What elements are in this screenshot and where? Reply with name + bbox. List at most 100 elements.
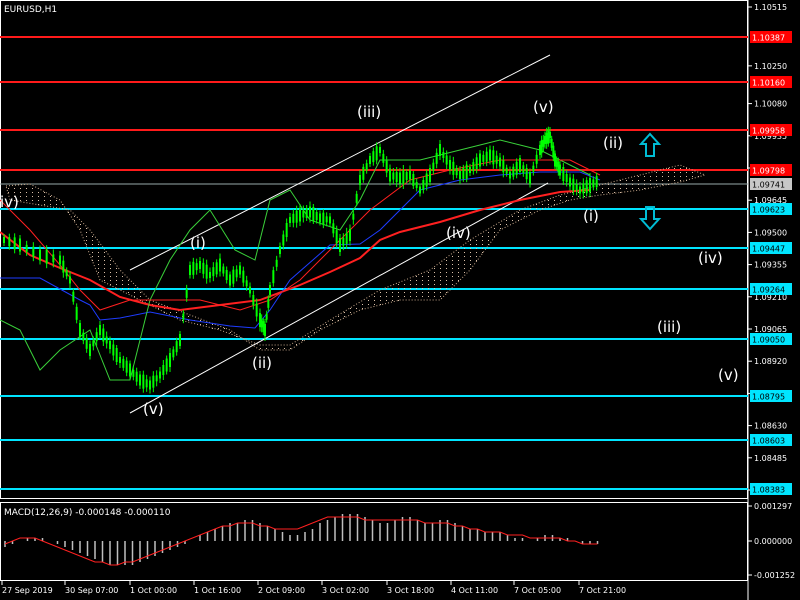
chart-title: EURUSD,H1: [4, 5, 57, 15]
candle-body: [412, 174, 415, 186]
candle-body: [299, 208, 301, 222]
candle-body: [115, 348, 118, 362]
candle-body: [45, 249, 48, 264]
trend-channel[interactable]: [129, 54, 551, 414]
price-tag-box: [750, 31, 792, 43]
time-tick-label: 30 Sep 07:00: [65, 586, 118, 595]
candle-body: [425, 173, 428, 187]
candle-body: [209, 272, 211, 278]
wave-label: (i): [190, 234, 206, 252]
macd-tick-label: 0.001297: [754, 502, 792, 511]
price-tag: 1.09264: [750, 283, 792, 295]
wave-label: (ii): [252, 354, 272, 372]
candle-body: [162, 365, 165, 375]
candle-body: [362, 166, 365, 180]
candle-body: [275, 259, 278, 267]
candle-body: [435, 152, 438, 164]
candle-body: [312, 207, 315, 221]
price-tag-box: [750, 76, 792, 88]
candle-body: [415, 182, 418, 188]
candle-body: [260, 319, 263, 328]
candle-body: [519, 158, 521, 172]
candle-body: [19, 238, 21, 252]
channel-lower-line[interactable]: [129, 182, 549, 414]
candle-body: [142, 374, 145, 389]
ichimoku-cloud: [5, 164, 707, 351]
candle-body: [222, 266, 225, 274]
main-chart-frame: [0, 0, 748, 499]
candle-body: [242, 270, 245, 283]
channel-upper-line[interactable]: [129, 54, 551, 271]
candle-body: [342, 237, 345, 246]
candle-body: [289, 217, 291, 223]
candle-body: [245, 280, 248, 287]
price-tag-label: 1.10387: [752, 34, 785, 43]
horizontal-levels[interactable]: 1.10387 1.10160 1.09958 1.09798 1.09741 1.096…: [0, 31, 792, 495]
time-tick-label: 7 Oct 05:00: [514, 586, 561, 595]
candle-body: [432, 162, 435, 171]
price-tag-label: 1.08603: [752, 437, 785, 446]
candle-body: [79, 323, 81, 337]
candle-body: [172, 349, 175, 358]
moving-average-line: [0, 189, 591, 312]
candle-body: [349, 229, 351, 241]
candle-body: [359, 175, 361, 185]
down-arrow-icon: [638, 206, 662, 231]
price-tag-box: [750, 483, 792, 495]
candle-body: [89, 344, 91, 356]
price-tag: 1.08795: [750, 390, 792, 402]
price-tag-box: [750, 434, 792, 446]
candle-body: [459, 171, 461, 179]
candle-body: [139, 374, 141, 386]
candle-body: [385, 160, 388, 173]
candle-body: [452, 161, 455, 175]
candle-body: [155, 375, 158, 382]
time-tick-label: 3 Oct 18:00: [387, 586, 434, 595]
price-tick-label: 1.09500: [754, 228, 787, 237]
candle-body: [25, 244, 28, 252]
candle-body: [249, 286, 251, 294]
candle-body: [265, 313, 268, 320]
price-tag-label: 1.09623: [752, 206, 785, 215]
candle-body: [159, 371, 161, 379]
candle-body: [595, 176, 598, 188]
candle-body: [405, 172, 408, 180]
candle-body: [292, 213, 295, 223]
candle-body: [264, 324, 266, 336]
candle-body: [8, 237, 11, 247]
cloud-outline: [5, 164, 707, 351]
price-tag-box: [750, 124, 792, 136]
price-tag-box: [750, 178, 792, 190]
candle-body: [95, 332, 98, 342]
candle-body: [540, 140, 543, 154]
candle-body: [262, 321, 265, 333]
candle-body: [339, 238, 341, 252]
candle-body: [345, 232, 348, 244]
wave-label: (v): [533, 98, 554, 116]
time-tick-label: 27 Sep 2019: [2, 586, 53, 595]
candle-body: [372, 151, 375, 163]
candle-body: [99, 325, 101, 335]
price-tag-box: [750, 333, 792, 345]
candle-body: [319, 213, 321, 223]
macd-tick-label: -0.001252: [754, 571, 795, 580]
price-tick-label: 1.09210: [754, 293, 787, 302]
candle-body: [375, 146, 378, 161]
candle-body: [302, 210, 305, 218]
candle-body: [379, 147, 381, 153]
time-tick-label: 3 Oct 02:00: [322, 586, 369, 595]
price-tag: 1.09958: [750, 124, 792, 136]
candle-body: [525, 168, 528, 180]
candle-body: [267, 298, 270, 308]
candle-body: [82, 332, 85, 341]
macd-tick-label: 0.000000: [754, 537, 792, 546]
price-tag-label: 1.08383: [752, 486, 785, 495]
candle-body: [109, 341, 111, 349]
candle-body: [499, 157, 501, 167]
candle-body: [462, 167, 465, 179]
candle-body: [102, 328, 105, 342]
candle-body: [422, 180, 425, 190]
candle-body: [579, 186, 581, 194]
candle-body: [544, 136, 546, 144]
